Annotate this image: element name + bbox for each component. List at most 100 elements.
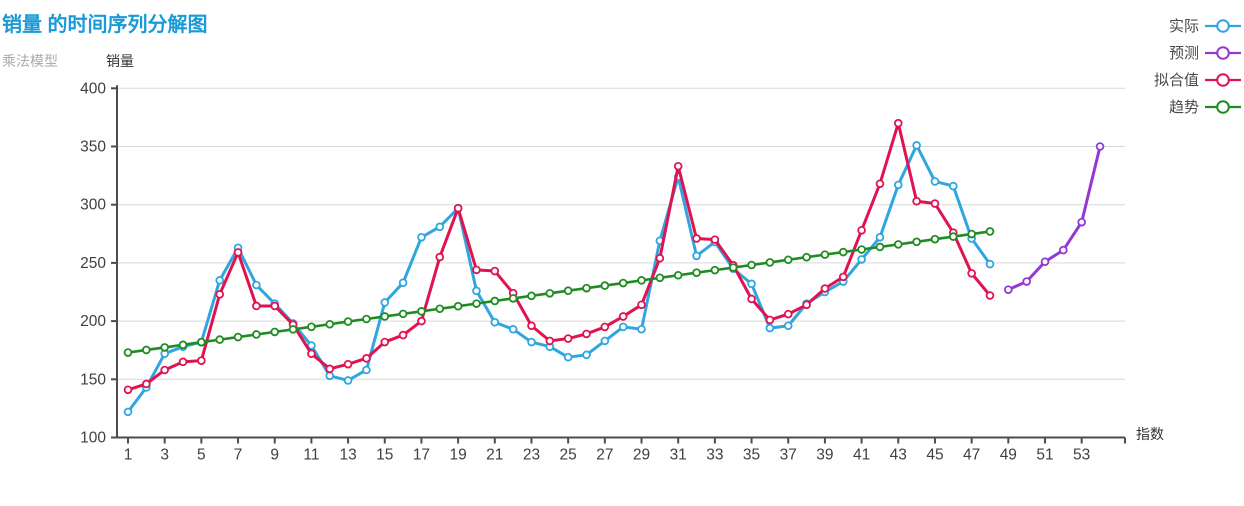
- series-trend-point-28: [618, 278, 628, 288]
- x-tick-label-53: 53: [1073, 447, 1090, 464]
- series-trend-point-29: [637, 276, 646, 285]
- series-trend-point-40: [838, 247, 848, 257]
- series-actual-point-12: [325, 371, 335, 381]
- x-tick-label-25: 25: [560, 447, 577, 464]
- legend-label-trend: 趋势: [1168, 99, 1199, 116]
- y-axis-title: 销量: [106, 53, 134, 69]
- series-trend-point-44: [912, 237, 921, 247]
- series-fitted-point-11: [307, 349, 316, 358]
- series-fitted-point-42: [875, 179, 885, 189]
- series-trend-point-18: [435, 304, 445, 314]
- legend-item-forecast[interactable]: 预测: [1169, 39, 1242, 66]
- series-trend-point-47: [967, 229, 976, 239]
- x-tick-label-1: 1: [124, 447, 133, 464]
- series-fitted-point-32: [692, 234, 701, 243]
- series-fitted-point-14: [362, 354, 371, 363]
- series-trend-point-41: [857, 245, 866, 254]
- legend-marker-fitted-icon: [1205, 72, 1241, 87]
- series-trend-point-38: [802, 252, 811, 262]
- legend-item-actual[interactable]: 实际: [1169, 12, 1242, 39]
- series-fitted-point-8: [252, 301, 261, 311]
- series-trend-point-1: [123, 348, 133, 357]
- series-actual-point-28: [618, 322, 628, 332]
- x-tick-label-3: 3: [160, 447, 169, 464]
- series-actual-point-27: [600, 336, 610, 346]
- series-fitted-point-26: [582, 329, 591, 339]
- series-trend-point-16: [398, 309, 408, 319]
- series-fitted-point-7: [233, 248, 243, 257]
- series-fitted-point-30: [655, 253, 665, 263]
- series-actual-point-13: [343, 376, 353, 385]
- legend-label-actual: 实际: [1168, 18, 1199, 35]
- series-fitted-point-23: [527, 321, 536, 331]
- series-actual-point-48: [985, 259, 995, 269]
- x-tick-label-41: 41: [853, 447, 870, 464]
- series-trend-point-42: [875, 242, 885, 252]
- x-tick-label-39: 39: [816, 447, 833, 464]
- series-fitted-point-19: [453, 203, 463, 213]
- series-fitted-point-35: [747, 294, 756, 304]
- series-trend-point-9: [270, 327, 280, 337]
- y-tick-label-250: 250: [80, 255, 106, 272]
- y-tick-label-350: 350: [80, 139, 106, 156]
- series-fitted-point-43: [893, 118, 903, 128]
- series-trend-point-27: [600, 281, 610, 290]
- series-fitted-point-3: [160, 365, 169, 375]
- x-tick-label-29: 29: [633, 447, 650, 464]
- series-actual-point-22: [508, 324, 518, 334]
- series-trend-point-7: [233, 332, 243, 342]
- series-fitted-point-41: [857, 226, 866, 235]
- legend-item-fitted[interactable]: 拟合值: [1154, 66, 1242, 93]
- legend-label-fitted: 拟合值: [1153, 72, 1199, 89]
- series-trend-point-14: [362, 314, 371, 324]
- series-forecast-point-52: [1059, 245, 1068, 255]
- series-actual-point-15: [380, 298, 390, 307]
- series-trend-point-10: [288, 325, 298, 334]
- series-forecast-point-53: [1077, 217, 1086, 227]
- x-tick-label-45: 45: [926, 447, 943, 464]
- series-trend-point-36: [765, 258, 775, 267]
- y-tick-label-150: 150: [80, 371, 106, 388]
- series-fitted-point-16: [398, 330, 408, 340]
- series-actual-point-17: [417, 232, 426, 242]
- x-axis-title: 指数: [1136, 426, 1164, 442]
- series-forecast-point-51: [1040, 257, 1050, 267]
- series-trend-point-31: [673, 270, 683, 280]
- series-fitted-point-18: [435, 252, 445, 262]
- series-trend-point-6: [215, 335, 225, 344]
- x-tick-label-11: 11: [303, 447, 319, 464]
- series-fitted-point-47: [967, 269, 976, 278]
- series-forecast-point-54: [1095, 142, 1105, 151]
- series-trend-point-15: [380, 312, 390, 321]
- series-forecast-point-49: [1004, 285, 1013, 294]
- series-actual-point-29: [637, 324, 646, 334]
- series-actual-point-45: [930, 177, 940, 186]
- series-actual-point-23: [527, 337, 536, 347]
- series-trend-point-45: [930, 234, 940, 244]
- series-trend-point-19: [453, 301, 463, 311]
- chart-subtitle: 乘法模型: [2, 53, 58, 69]
- y-tick-label-400: 400: [80, 80, 106, 97]
- series-forecast-point-50: [1022, 277, 1031, 286]
- series-trend-point-39: [820, 250, 830, 259]
- series-fitted-point-24: [545, 336, 555, 346]
- x-tick-label-33: 33: [706, 447, 723, 464]
- series-trend-point-37: [783, 255, 793, 265]
- series-actual-point-20: [472, 286, 481, 296]
- series-trend-point-3: [160, 343, 169, 352]
- series-trend-point-23: [527, 291, 536, 301]
- chart-title: 销量 的时间序列分解图: [2, 14, 208, 36]
- x-tick-label-15: 15: [376, 447, 393, 464]
- series-actual-point-43: [893, 180, 903, 190]
- legend-item-trend[interactable]: 趋势: [1169, 93, 1242, 120]
- x-tick-label-23: 23: [523, 447, 540, 464]
- series-trend-point-13: [343, 317, 353, 326]
- series-actual-point-18: [435, 222, 445, 232]
- series-actual-point-21: [490, 317, 500, 327]
- series-actual-point-42: [875, 232, 885, 242]
- legend-marker-actual-icon: [1205, 18, 1241, 33]
- series-fitted-point-12: [325, 364, 335, 374]
- x-tick-label-37: 37: [780, 447, 797, 464]
- series-trend-point-43: [893, 240, 903, 249]
